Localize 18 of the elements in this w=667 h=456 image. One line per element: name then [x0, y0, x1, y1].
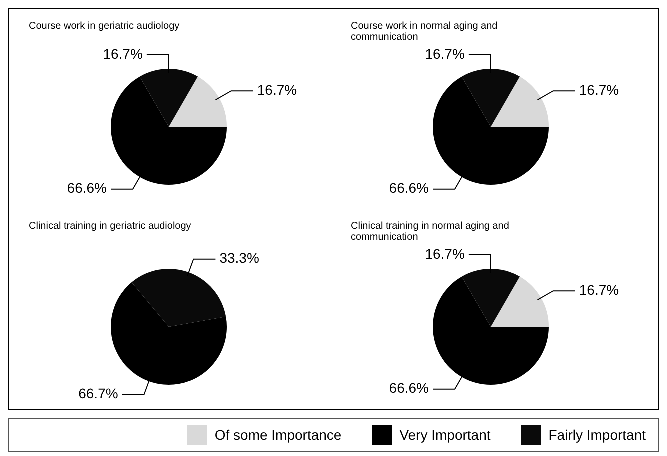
legend-label: Fairly Important: [548, 427, 646, 443]
chart-title: Clinical training in geriatric audiology: [29, 221, 192, 232]
data-label: 16.7%: [579, 82, 620, 98]
chart-title: Clinical training in normal aging and communication: [351, 221, 510, 243]
chart-title: Course work in normal aging and communication: [351, 21, 499, 43]
data-label: 66.6%: [67, 180, 107, 196]
data-label: 66.6%: [389, 380, 429, 396]
legend-label: Of some Importance: [214, 427, 342, 443]
data-label: 16.7%: [103, 46, 143, 62]
legend-label: Very Important: [400, 427, 491, 443]
chart-title: Course work in geriatric audiology: [29, 21, 181, 32]
data-label: 33.3%: [220, 250, 260, 266]
data-label: 16.7%: [257, 82, 298, 98]
data-label: 16.7%: [425, 46, 465, 62]
data-label: 66.7%: [78, 385, 118, 402]
data-label: 16.7%: [579, 282, 620, 298]
data-label: 16.7%: [425, 246, 465, 262]
data-label: 66.6%: [389, 180, 429, 196]
